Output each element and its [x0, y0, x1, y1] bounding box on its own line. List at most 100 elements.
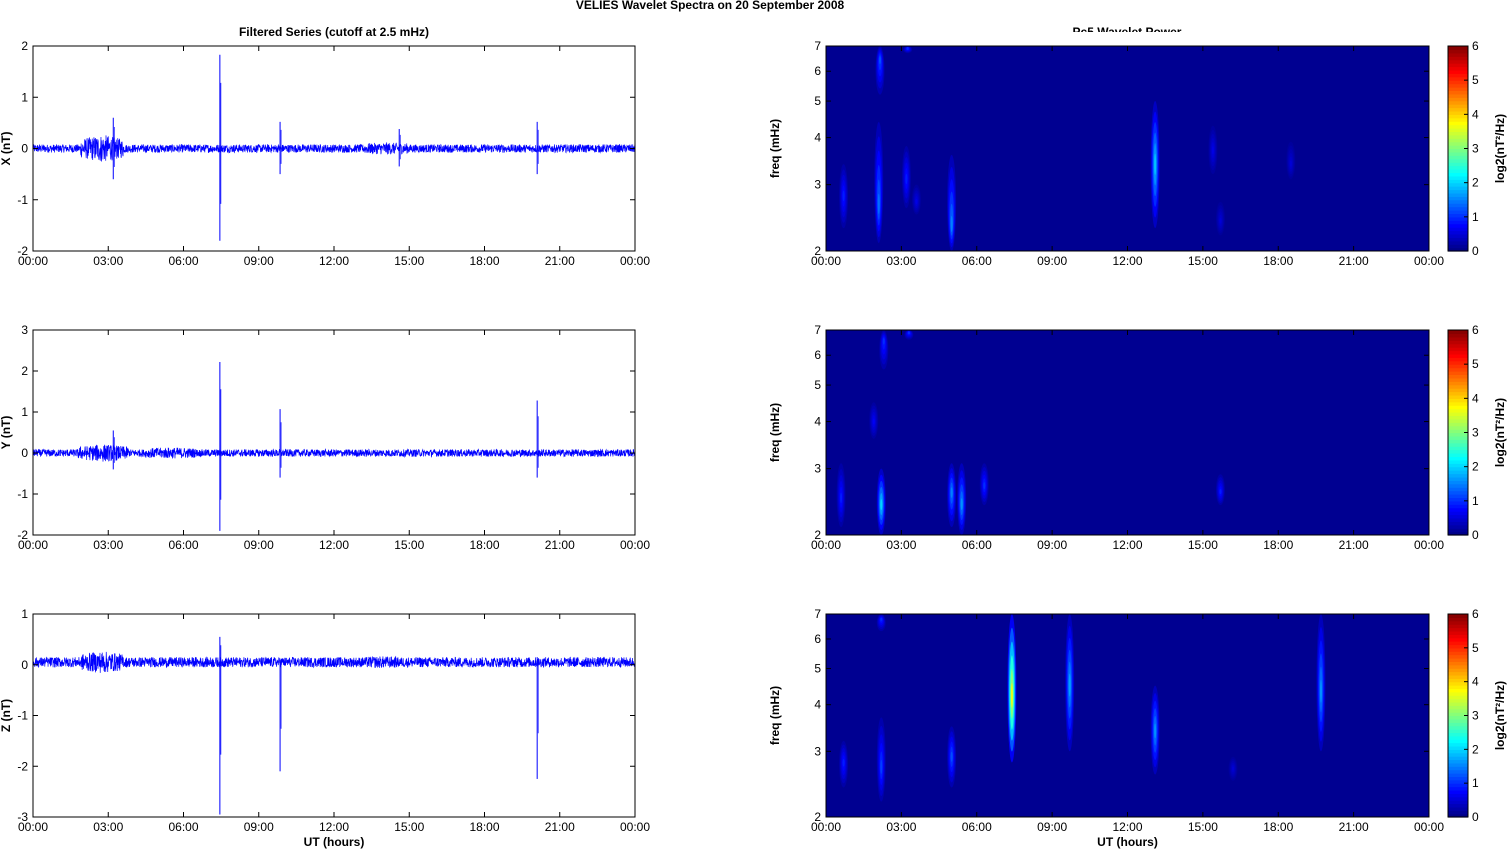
ylabel: Y (nT) [0, 416, 13, 450]
ts-xtick-label: 03:00 [93, 254, 123, 268]
ytick-label: 2 [814, 528, 821, 542]
colorbar-segment [1448, 624, 1468, 629]
colorbar-segment [1448, 745, 1468, 750]
colorbar-segment [1448, 388, 1468, 393]
colorbar-segment [1448, 647, 1468, 652]
wavelet-feature [869, 402, 879, 439]
wavelet-feature [1065, 614, 1075, 752]
colorbar-segment [1448, 681, 1468, 686]
colorbar: 0 1 2 3 4 5 6 log2(nT²/Hz) [1447, 607, 1507, 824]
colorbar-segment [1448, 685, 1468, 690]
wavelet-panel-x: 2 3 4 5 6 7 00:00 03:00 06:00 09:00 12:00 15:00 18:0… [756, 32, 1507, 268]
ytick-label: -2 [17, 528, 28, 542]
colorbar-segment [1448, 172, 1468, 177]
colorbar-segment [1448, 651, 1468, 656]
wv-xtick-label: 00:00 [1414, 820, 1444, 834]
colorbar-segment [1448, 773, 1468, 777]
colorbar-segment [1448, 240, 1468, 245]
colorbar-segment [1448, 155, 1468, 160]
colorbar-tick-label: 1 [1472, 776, 1479, 790]
wv-xtick-label: 18:00 [1263, 254, 1293, 268]
ts-xtick-label: 06:00 [168, 538, 198, 552]
colorbar-segment [1448, 405, 1468, 410]
feature-contour [880, 499, 883, 511]
colorbar-tick-label: 5 [1472, 357, 1479, 371]
ts-xtick-label: 00:00 [18, 254, 48, 268]
ytick-label: 2 [21, 364, 28, 378]
colorbar-segment [1448, 66, 1468, 71]
colorbar-segment [1448, 223, 1468, 228]
colorbar-segment [1448, 796, 1468, 801]
colorbar-segment [1448, 90, 1468, 95]
wv-xlabel: UT (hours) [1097, 835, 1158, 849]
colorbar-segment [1448, 497, 1468, 502]
colorbar-segment [1448, 490, 1468, 495]
feature-contour [1219, 217, 1222, 224]
colorbar-segment [1448, 739, 1468, 744]
ts-xtick-label: 12:00 [319, 820, 349, 834]
colorbar-tick-label: 5 [1472, 641, 1479, 655]
colorbar-segment [1448, 749, 1468, 754]
colorbar-segment [1448, 213, 1468, 218]
colorbar-segment [1448, 350, 1468, 355]
ytick-label: 5 [814, 662, 821, 676]
wavelet-feature [875, 46, 885, 95]
wavelet-feature [904, 330, 914, 340]
wv-xtick-label: 15:00 [1188, 254, 1218, 268]
colorbar-segment [1448, 347, 1468, 352]
colorbar-segment [1448, 732, 1468, 737]
colorbar-segment [1448, 216, 1468, 221]
colorbar-segment [1448, 131, 1468, 136]
colorbar-segment [1448, 128, 1468, 133]
wavelet-feature [836, 463, 846, 528]
colorbar-segment [1448, 336, 1468, 341]
ts-xtick-label: 12:00 [319, 538, 349, 552]
colorbar-segment [1448, 384, 1468, 389]
colorbar-segment [1448, 698, 1468, 703]
ytick-label: 5 [814, 378, 821, 392]
ts-xtick-label: 15:00 [394, 538, 424, 552]
ylabel: freq (mHz) [768, 119, 782, 178]
colorbar-tick-label: 2 [1472, 460, 1479, 474]
colorbar-segment [1448, 762, 1468, 767]
ytick-label: 0 [21, 658, 28, 672]
colorbar-segment [1448, 360, 1468, 365]
mask-top [756, 316, 1449, 330]
colorbar-segment [1448, 695, 1468, 700]
colorbar-segment [1448, 800, 1468, 805]
wv-xtick-label: 12:00 [1112, 254, 1142, 268]
colorbar-segment [1448, 641, 1468, 646]
wavelet-feature [874, 121, 884, 244]
feature-contour [1289, 160, 1292, 167]
feature-contour [1068, 673, 1071, 697]
ts-xtick-label: 15:00 [394, 254, 424, 268]
wavelet-feature [1228, 756, 1238, 781]
colorbar-segment [1448, 453, 1468, 458]
colorbar-segment [1448, 56, 1468, 61]
colorbar-segment [1448, 69, 1468, 74]
colorbar-segment [1448, 162, 1468, 167]
colorbar-segment [1448, 661, 1468, 666]
ytick-label: -3 [17, 810, 28, 824]
plot-area [33, 330, 635, 535]
colorbar-segment [1448, 138, 1468, 143]
colorbar-segment [1448, 186, 1468, 191]
colorbar-segment [1448, 463, 1468, 468]
colorbar-segment [1448, 117, 1468, 122]
feature-contour [950, 215, 953, 232]
wavelet-feature [1007, 614, 1017, 763]
colorbar-segment [1448, 456, 1468, 461]
ytick-label: 2 [21, 39, 28, 53]
colorbar-segment [1448, 422, 1468, 427]
colorbar-segment [1448, 620, 1468, 625]
colorbar-segment [1448, 247, 1468, 252]
ytick-label: 6 [814, 632, 821, 646]
feature-contour [1154, 723, 1157, 739]
colorbar-segment [1448, 192, 1468, 197]
colorbar-segment [1448, 179, 1468, 184]
ts-xlabel: UT (hours) [304, 835, 365, 849]
ts-xtick-label: 00:00 [620, 254, 650, 268]
colorbar-segment [1448, 756, 1468, 761]
